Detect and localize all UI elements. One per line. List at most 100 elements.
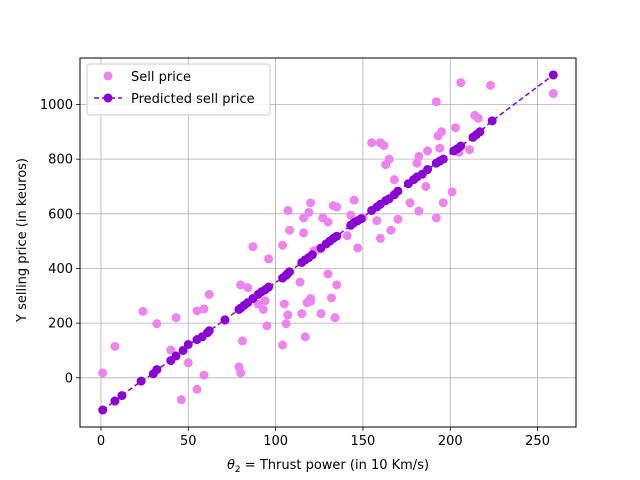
sell-price-point-7 xyxy=(183,358,193,368)
x-tick-label-0: 0 xyxy=(97,434,105,449)
y-axis-label: Y selling price (in keuros) xyxy=(15,158,30,323)
sell-price-point-61 xyxy=(375,233,385,243)
sell-price-point-18 xyxy=(243,283,253,293)
sell-price-point-64 xyxy=(384,154,394,164)
sell-price-point-75 xyxy=(431,213,441,223)
y-axis-ticks: 0 200 400 600 800 1000 xyxy=(40,98,80,386)
sell-price-point-52 xyxy=(332,280,342,290)
predicted-point-2 xyxy=(117,391,127,401)
sell-price-point-62 xyxy=(379,140,389,150)
x-tick-label-2: 100 xyxy=(263,434,288,449)
sell-price-point-0 xyxy=(98,368,108,378)
predicted-point-8 xyxy=(178,345,188,355)
sell-price-point-26 xyxy=(278,240,288,250)
sell-price-point-59 xyxy=(372,216,382,226)
y-tick-label-3: 600 xyxy=(48,207,73,222)
sell-price-point-36 xyxy=(300,332,310,342)
y-tick-label-1: 200 xyxy=(48,317,73,332)
sell-price-point-21 xyxy=(258,304,268,314)
predicted-point-47 xyxy=(393,186,403,196)
sell-price-point-30 xyxy=(283,206,293,216)
predicted-point-7 xyxy=(171,351,181,361)
sell-price-point-55 xyxy=(349,195,359,205)
sell-price-point-48 xyxy=(326,293,336,303)
legend-label-predicted: Predicted sell price xyxy=(131,92,255,107)
sell-price-point-8 xyxy=(192,384,202,394)
x-axis-ticks: 0 50 100 150 200 250 xyxy=(97,427,550,449)
sell-price-point-83 xyxy=(456,78,466,88)
y-tick-label-2: 400 xyxy=(48,262,73,277)
sell-price-point-66 xyxy=(389,175,399,185)
legend-label-sell-price: Sell price xyxy=(131,70,191,85)
sell-price-point-41 xyxy=(306,296,316,306)
sell-price-point-5 xyxy=(171,313,181,323)
predicted-point-0 xyxy=(98,405,108,415)
y-tick-label-0: 0 xyxy=(65,371,73,386)
sell-price-point-28 xyxy=(281,319,291,329)
sell-price-point-38 xyxy=(304,207,314,217)
sell-price-point-86 xyxy=(473,113,483,123)
y-tick-label-4: 800 xyxy=(48,153,73,168)
sell-price-point-74 xyxy=(431,97,441,107)
x-axis-label-subscript: 2 xyxy=(235,465,241,475)
sell-price-point-81 xyxy=(450,123,460,133)
sell-price-point-12 xyxy=(204,289,214,299)
sell-price-point-22 xyxy=(260,296,270,306)
sell-price-point-54 xyxy=(346,210,356,220)
predicted-point-1 xyxy=(110,396,120,406)
sell-price-point-3 xyxy=(152,319,162,329)
sell-price-point-47 xyxy=(323,217,333,227)
grid-lines xyxy=(80,58,576,427)
sell-price-point-50 xyxy=(330,313,340,323)
sell-price-point-46 xyxy=(323,269,333,279)
x-axis-label-text: = Thrust power (in 10 Km/s) xyxy=(241,458,429,473)
legend-box xyxy=(86,63,271,116)
predicted-point-9 xyxy=(183,339,193,349)
sell-price-point-71 xyxy=(414,206,424,216)
sell-price-point-9 xyxy=(192,306,202,316)
sell-price-point-80 xyxy=(447,187,457,197)
sell-price-point-1 xyxy=(110,341,120,351)
sell-price-point-88 xyxy=(548,89,558,99)
predicted-point-13 xyxy=(204,326,214,336)
predicted-point-55 xyxy=(438,154,448,164)
sell-price-point-70 xyxy=(414,151,424,161)
legend: Sell price Predicted sell price xyxy=(86,63,271,116)
x-tick-label-1: 50 xyxy=(180,434,197,449)
sell-price-point-68 xyxy=(405,198,415,208)
predicted-point-63 xyxy=(548,70,558,80)
predicted-point-40 xyxy=(356,214,366,224)
x-tick-label-4: 200 xyxy=(438,434,463,449)
sell-price-point-58 xyxy=(367,138,377,148)
sell-price-point-32 xyxy=(295,277,305,287)
legend-marker-predicted xyxy=(103,93,113,103)
x-tick-label-5: 250 xyxy=(525,434,550,449)
predicted-point-5 xyxy=(152,365,162,375)
sell-price-point-72 xyxy=(421,181,431,191)
sell-price-point-10 xyxy=(199,370,209,380)
predicted-points xyxy=(98,70,558,415)
sell-price-point-34 xyxy=(299,228,309,238)
sell-price-point-39 xyxy=(306,198,316,208)
predicted-point-31 xyxy=(307,250,317,260)
legend-marker-sell-price xyxy=(103,71,113,81)
predicted-point-36 xyxy=(332,231,342,241)
predicted-point-52 xyxy=(423,165,433,175)
sell-price-point-19 xyxy=(248,242,258,252)
sell-price-point-79 xyxy=(438,198,448,208)
sell-price-point-31 xyxy=(285,225,295,235)
x-axis-label: θ2 = Thrust power (in 10 Km/s) xyxy=(227,458,429,475)
sell-price-point-33 xyxy=(297,309,307,319)
sell-price-point-51 xyxy=(332,202,342,212)
sell-price-point-73 xyxy=(423,146,433,156)
sell-price-point-29 xyxy=(283,310,293,320)
predicted-point-23 xyxy=(264,282,274,292)
predicted-point-62 xyxy=(487,116,497,126)
predicted-point-61 xyxy=(475,127,485,137)
sell-price-point-77 xyxy=(435,143,445,153)
sell-price-point-6 xyxy=(176,395,186,405)
sell-price-point-53 xyxy=(342,231,352,241)
predicted-point-3 xyxy=(136,376,146,386)
plot-frame xyxy=(79,57,577,428)
